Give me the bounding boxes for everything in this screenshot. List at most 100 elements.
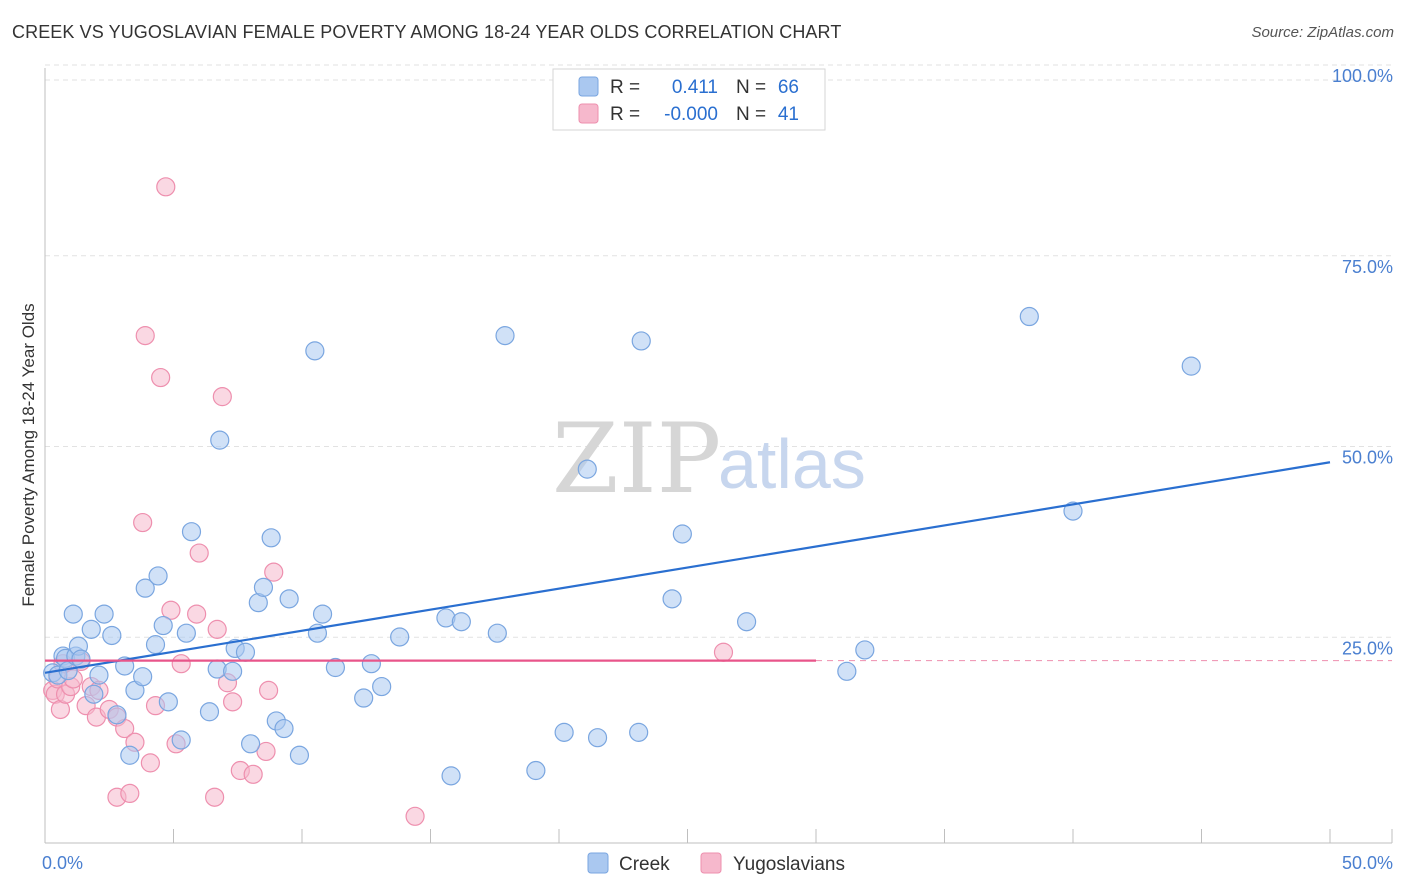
creek-point (390, 627, 410, 647)
creek-point (235, 642, 256, 662)
creek-trend-line (44, 461, 1331, 674)
yugoslavians-point (133, 512, 153, 533)
creek-point (526, 760, 546, 781)
watermark-atlas: atlas (718, 425, 866, 503)
creek-point (629, 722, 649, 742)
creek-point (210, 430, 230, 450)
creek-point (354, 688, 374, 708)
creek-point (279, 589, 299, 609)
creek-point (81, 619, 101, 639)
creek-point (223, 661, 243, 681)
creek-point (274, 718, 294, 739)
creek-point (176, 623, 196, 643)
chart-title: CREEK VS YUGOSLAVIAN FEMALE POVERTY AMON… (12, 22, 842, 42)
creek-point (587, 728, 608, 748)
creek-point (181, 522, 202, 542)
creek-point (1019, 306, 1039, 327)
y-tick-label: 75.0% (1342, 257, 1393, 277)
creek-point (289, 745, 310, 765)
creek-r-label: R = (610, 77, 640, 98)
creek-r-value: 0.411 (672, 77, 718, 98)
yugoslavians-r-value: -0.000 (664, 104, 718, 125)
creek-point (662, 589, 682, 609)
yugoslavians-point (135, 326, 155, 346)
yugoslavians-point (151, 367, 171, 388)
yugoslavians-point (264, 562, 284, 582)
yugoslavians-point (187, 604, 207, 624)
yugoslavians-point (140, 753, 160, 773)
creek-point (89, 665, 109, 685)
yugoslavians-n-label: N = (736, 104, 766, 125)
yugoslavians-point (207, 619, 227, 639)
yugoslavians-point (120, 783, 140, 804)
series-legend: Creek Yugoslavians (587, 852, 845, 875)
creek-point (312, 604, 333, 624)
yugoslavians-n-value: 41 (778, 104, 799, 125)
creek-point (441, 766, 461, 786)
creek-point (631, 331, 651, 351)
creek-point (107, 705, 127, 725)
yugoslavians-point (243, 764, 263, 784)
yugoslavians-point (171, 654, 191, 674)
creek-point (305, 341, 325, 361)
creek-point (361, 654, 381, 674)
yugoslavians-point (256, 741, 276, 762)
creek-point (94, 604, 114, 624)
x-tick-label: 50.0% (1342, 853, 1393, 873)
watermark: ZIP atlas (552, 403, 866, 515)
creek-point (241, 734, 261, 754)
creek-point (577, 459, 597, 479)
creek-point (495, 326, 515, 346)
creek-point (84, 684, 104, 704)
creek-series (43, 306, 1201, 786)
y-axis-label: Female Poverty Among 18-24 Year Olds (19, 303, 38, 606)
yugoslavians-point (205, 787, 225, 807)
creek-point (133, 667, 153, 687)
creek-point (837, 661, 857, 681)
creek-point (1063, 501, 1083, 521)
creek-point (171, 730, 191, 750)
creek-point (71, 649, 91, 669)
creek-point (253, 577, 274, 597)
y-tick-label: 25.0% (1342, 638, 1393, 658)
tick-labels: 100.0% 75.0% 50.0% 25.0% 0.0% 50.0% (42, 66, 1393, 873)
creek-n-label: N = (736, 77, 766, 98)
creek-point (325, 657, 346, 678)
creek-point (199, 702, 220, 722)
legend-creek-label: Creek (619, 854, 670, 875)
creek-point (554, 722, 574, 742)
stats-legend: R = 0.411 N = 66 R = -0.000 N = 41 (552, 68, 826, 131)
creek-point (145, 635, 166, 655)
yugoslavians-point (161, 600, 181, 620)
x-tick-label: 0.0% (42, 853, 83, 873)
axes (44, 68, 1393, 844)
creek-point (487, 623, 507, 643)
creek-point (672, 524, 692, 544)
y-tick-label: 50.0% (1342, 448, 1393, 468)
creek-point (153, 615, 173, 636)
legend-yugoslavians-swatch (700, 852, 722, 874)
creek-point (855, 640, 875, 660)
creek-point (372, 676, 392, 697)
yugoslavians-point (223, 692, 243, 712)
creek-point (737, 612, 757, 632)
legend-yugoslavians-label: Yugoslavians (733, 854, 845, 875)
creek-n-value: 66 (778, 77, 799, 98)
creek-point (120, 745, 140, 765)
yugoslavians-point (258, 680, 279, 701)
creek-point (261, 528, 281, 548)
yugoslavians-point (713, 642, 734, 662)
creek-point (451, 612, 471, 632)
creek-swatch (578, 76, 599, 97)
yugoslavians-point (405, 806, 425, 826)
legend-creek-swatch (587, 852, 609, 874)
yugoslavians-point (156, 177, 176, 197)
yugoslavians-point (212, 387, 232, 407)
creek-point (102, 625, 122, 646)
creek-point (135, 578, 155, 598)
yugoslavians-r-label: R = (610, 104, 640, 125)
creek-point (1181, 356, 1201, 376)
creek-point (148, 566, 168, 586)
creek-point (158, 692, 178, 712)
